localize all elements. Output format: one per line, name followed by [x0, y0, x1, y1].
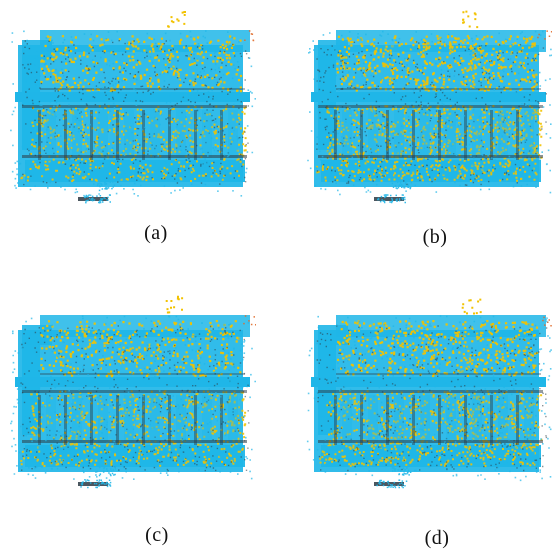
- point-cloud-image-b: [307, 10, 552, 204]
- point-cloud-panel-b: [296, 0, 552, 220]
- caption-c: (c): [145, 524, 169, 546]
- point-cloud-panel-a: [0, 0, 256, 220]
- caption-a: (a): [144, 222, 168, 244]
- point-cloud-panel-c: [0, 285, 256, 505]
- point-cloud-panel-d: [296, 285, 552, 505]
- caption-b: (b): [422, 226, 448, 248]
- point-cloud-image-c: [10, 295, 256, 489]
- point-cloud-image-a: [10, 11, 256, 204]
- point-cloud-image-d: [306, 298, 552, 489]
- caption-d: (d): [424, 527, 450, 549]
